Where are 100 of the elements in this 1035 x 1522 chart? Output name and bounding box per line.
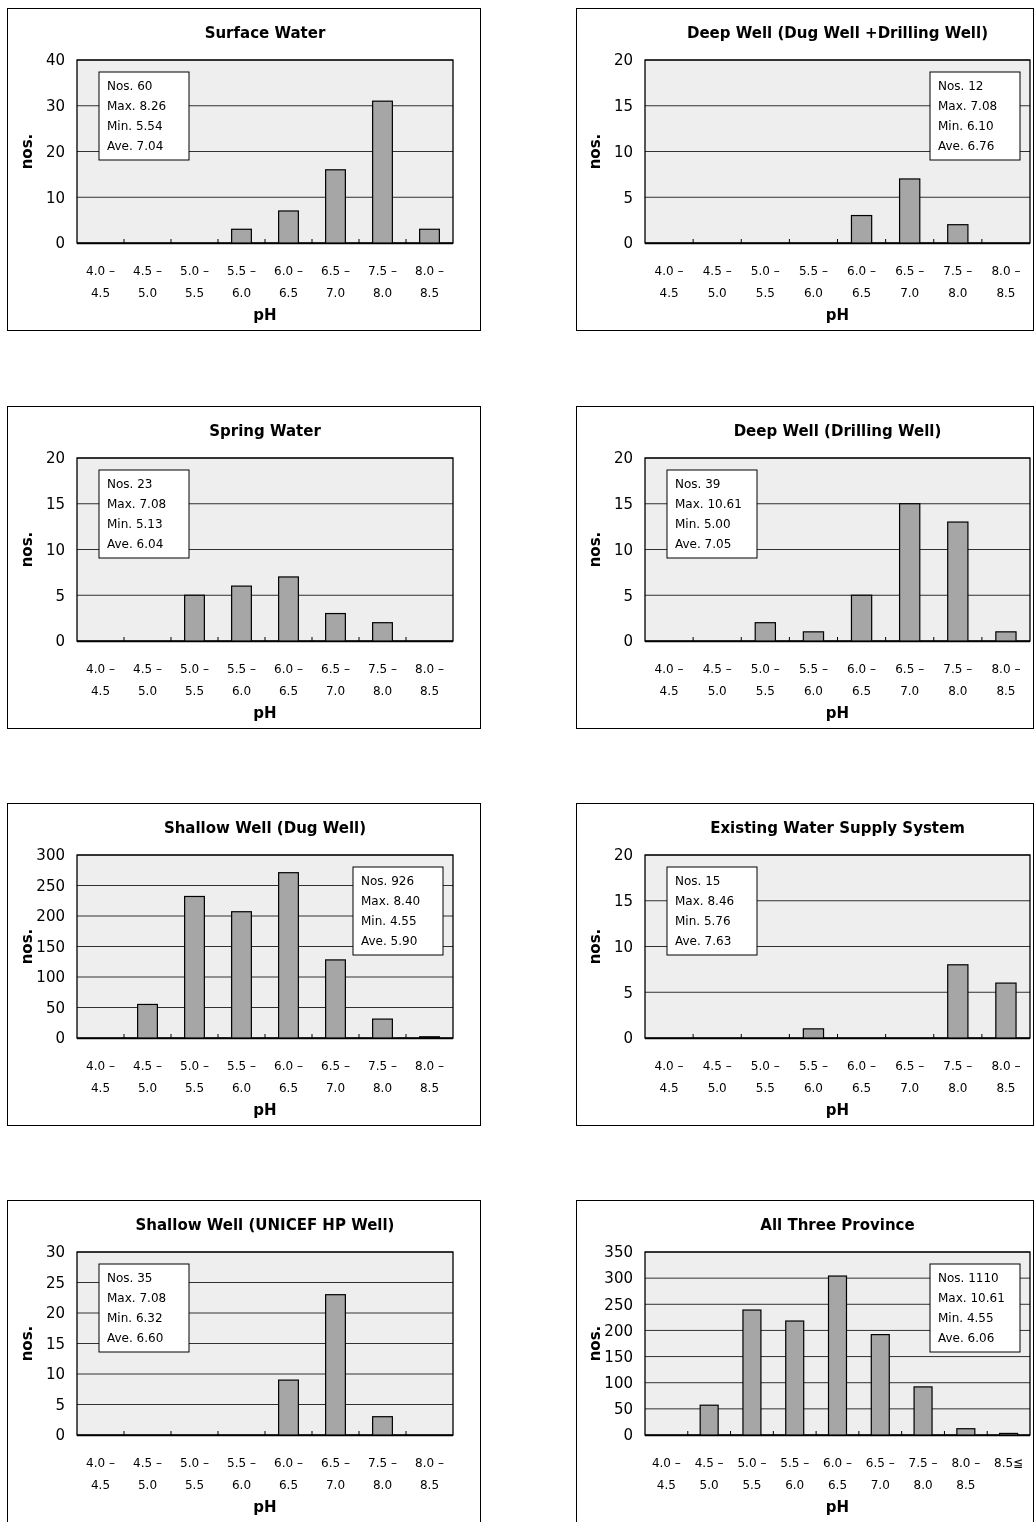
x-tick-label: 4.0 – 4.5 <box>654 264 684 300</box>
y-tick-label: 200 <box>36 907 65 926</box>
y-tick-label: 250 <box>36 876 65 895</box>
x-tick-label: 5.5 – 6.0 <box>227 1059 256 1095</box>
y-tick-label: 0 <box>623 1029 633 1048</box>
x-tick-label: 8.0 – 8.5 <box>415 1456 444 1492</box>
x-tick-label: 7.5 – 8.0 <box>908 1456 938 1492</box>
x-tick-label: 4.5 – 5.0 <box>702 1059 732 1095</box>
annotation: Nos. 60 <box>107 79 153 93</box>
chart-title: Existing Water Supply System <box>710 819 965 837</box>
y-tick-label: 20 <box>45 1304 65 1323</box>
x-tick-label: 5.5 – 6.0 <box>227 662 256 698</box>
y-axis-title: nos. <box>18 531 36 568</box>
annotation: Ave. 6.76 <box>938 139 995 153</box>
x-tick-label: 5.0 – 5.5 <box>180 1059 209 1095</box>
annotation: Nos. 12 <box>938 79 984 93</box>
x-tick-label: 6.5 – 7.0 <box>321 264 350 300</box>
x-tick-label: 5.0 – 5.5 <box>180 1456 209 1492</box>
x-tick-label: 6.0 – 6.5 <box>274 662 303 698</box>
chart-title: Deep Well (Dug Well +Drilling Well) <box>686 24 989 42</box>
x-tick-label: 8.0 – 8.5 <box>415 264 444 300</box>
annotation: Nos. 35 <box>107 1271 153 1285</box>
annotation: Ave. 5.90 <box>361 934 418 948</box>
annotation: Min. 5.54 <box>107 119 163 133</box>
x-tick-label: 8.0 – 8.5 <box>415 662 444 698</box>
y-tick-label: 5 <box>623 188 633 207</box>
y-tick-label: 30 <box>45 1243 65 1262</box>
annotation: Max. 8.26 <box>107 99 167 113</box>
annotation: Nos. 15 <box>675 874 721 888</box>
x-tick-label: 8.0 – 8.5 <box>415 1059 444 1095</box>
y-tick-label: 20 <box>613 449 633 468</box>
x-tick-label: 4.0 – 4.5 <box>651 1456 681 1492</box>
annotation: Max. 10.61 <box>675 497 742 511</box>
annotation: Ave. 7.05 <box>675 537 732 551</box>
x-tick-label: 7.5 – 8.0 <box>943 662 973 698</box>
x-tick-label: 4.0 – 4.5 <box>86 1059 115 1095</box>
x-axis-title: pH <box>253 704 277 722</box>
x-tick-label: 6.0 – 6.5 <box>274 1059 303 1095</box>
annotation: Min. 5.13 <box>107 517 163 531</box>
y-tick-label: 10 <box>613 142 633 161</box>
x-tick-label: 7.5 – 8.0 <box>368 264 397 300</box>
x-tick-label: 4.0 – 4.5 <box>86 662 115 698</box>
x-tick-label: 8.0 – 8.5 <box>991 662 1021 698</box>
x-tick-label: 6.5 – 7.0 <box>321 662 350 698</box>
x-tick-label: 4.5 – 5.0 <box>702 662 732 698</box>
y-tick-label: 20 <box>45 449 65 468</box>
y-tick-label: 350 <box>604 1243 633 1262</box>
x-tick-label: 4.0 – 4.5 <box>654 662 684 698</box>
y-tick-label: 0 <box>55 234 65 253</box>
y-tick-label: 0 <box>623 632 633 651</box>
x-tick-label: 7.5 – 8.0 <box>368 1456 397 1492</box>
annotation: Ave. 7.63 <box>675 934 732 948</box>
x-tick-label: 4.0 – 4.5 <box>654 1059 684 1095</box>
x-tick-label: 8.5≦ <box>994 1456 1024 1470</box>
x-tick-label: 4.5 – 5.0 <box>133 264 162 300</box>
y-tick-label: 5 <box>55 586 65 605</box>
x-tick-label: 6.0 – 6.5 <box>274 264 303 300</box>
chart-title: Shallow Well (UNICEF HP Well) <box>135 1216 395 1234</box>
x-axis-title: pH <box>253 1101 277 1119</box>
chart-title: Shallow Well (Dug Well) <box>163 819 367 837</box>
x-tick-label: 6.5 – 7.0 <box>321 1456 350 1492</box>
y-tick-label: 25 <box>45 1273 65 1292</box>
y-tick-label: 15 <box>613 892 633 910</box>
y-axis-title: nos. <box>18 928 36 965</box>
x-tick-label: 5.0 – 5.5 <box>180 264 209 300</box>
x-tick-label: 7.5 – 8.0 <box>368 662 397 698</box>
x-tick-label: 5.5 – 6.0 <box>798 1059 828 1095</box>
x-tick-label: 5.5 – 6.0 <box>227 264 256 300</box>
y-tick-label: 0 <box>623 1426 633 1445</box>
x-tick-label: 4.5 – 5.0 <box>702 264 732 300</box>
x-tick-label: 6.5 – 7.0 <box>895 662 925 698</box>
annotation: Nos. 926 <box>361 874 415 888</box>
annotation: Ave. 6.06 <box>938 1331 995 1345</box>
annotation: Max. 8.46 <box>675 894 735 908</box>
annotation: Max. 7.08 <box>107 1291 167 1305</box>
chart-title: All Three Province <box>760 1216 915 1234</box>
x-tick-label: 4.0 – 4.5 <box>86 1456 115 1492</box>
chart-title: Surface Water <box>204 24 326 42</box>
y-tick-label: 20 <box>613 51 633 70</box>
chart-title: Deep Well (Drilling Well) <box>733 422 942 440</box>
y-tick-label: 50 <box>613 1400 633 1419</box>
x-tick-label: 6.5 – 7.0 <box>321 1059 350 1095</box>
y-tick-label: 0 <box>55 632 65 651</box>
y-tick-label: 15 <box>45 1334 65 1353</box>
y-tick-label: 15 <box>45 495 65 513</box>
x-tick-label: 6.5 – 7.0 <box>895 264 925 300</box>
x-tick-label: 6.0 – 6.5 <box>847 662 877 698</box>
annotation: Ave. 6.60 <box>107 1331 164 1345</box>
x-tick-label: 6.0 – 6.5 <box>274 1456 303 1492</box>
y-tick-label: 100 <box>604 1373 633 1392</box>
x-axis-title: pH <box>253 1498 277 1516</box>
y-axis-title: nos. <box>18 1325 36 1362</box>
x-axis-title: pH <box>825 306 850 324</box>
y-tick-label: 250 <box>604 1295 633 1314</box>
annotation: Nos. 1110 <box>938 1271 999 1285</box>
y-tick-label: 100 <box>36 968 65 987</box>
annotation: Ave. 6.04 <box>107 537 164 551</box>
x-tick-label: 5.5 – 6.0 <box>780 1456 810 1492</box>
x-tick-label: 7.5 – 8.0 <box>943 1059 973 1095</box>
y-tick-label: 10 <box>45 1365 65 1384</box>
